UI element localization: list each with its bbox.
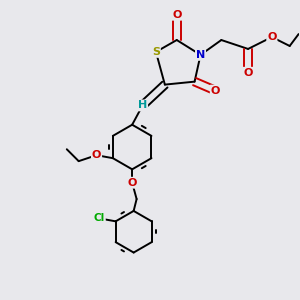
Text: O: O	[172, 10, 182, 20]
Text: N: N	[196, 50, 205, 60]
Text: O: O	[211, 85, 220, 96]
Text: S: S	[152, 47, 160, 57]
Text: O: O	[128, 178, 137, 188]
Text: O: O	[267, 32, 277, 42]
Text: O: O	[92, 150, 101, 160]
Text: Cl: Cl	[94, 213, 105, 224]
Text: O: O	[243, 68, 253, 78]
Text: H: H	[138, 100, 147, 110]
